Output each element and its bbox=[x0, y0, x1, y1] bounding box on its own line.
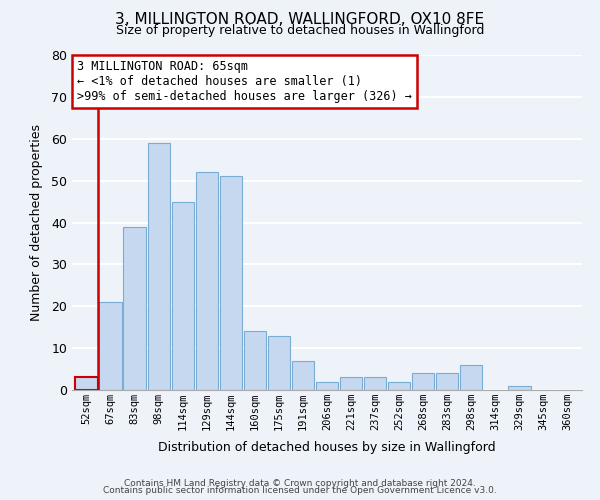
Bar bbox=[76, 378, 98, 390]
Bar bbox=[292, 360, 314, 390]
Text: Contains public sector information licensed under the Open Government Licence v3: Contains public sector information licen… bbox=[103, 486, 497, 495]
Bar bbox=[388, 382, 410, 390]
Bar bbox=[268, 336, 290, 390]
Text: Contains HM Land Registry data © Crown copyright and database right 2024.: Contains HM Land Registry data © Crown c… bbox=[124, 478, 476, 488]
Bar bbox=[172, 202, 194, 390]
Bar bbox=[508, 386, 530, 390]
Bar bbox=[100, 302, 122, 390]
Y-axis label: Number of detached properties: Number of detached properties bbox=[30, 124, 43, 321]
Text: 3 MILLINGTON ROAD: 65sqm
← <1% of detached houses are smaller (1)
>99% of semi-d: 3 MILLINGTON ROAD: 65sqm ← <1% of detach… bbox=[77, 60, 412, 103]
Bar bbox=[244, 332, 266, 390]
Text: 3, MILLINGTON ROAD, WALLINGFORD, OX10 8FE: 3, MILLINGTON ROAD, WALLINGFORD, OX10 8F… bbox=[115, 12, 485, 28]
Bar bbox=[364, 378, 386, 390]
Bar bbox=[436, 373, 458, 390]
Bar bbox=[196, 172, 218, 390]
Bar bbox=[124, 226, 146, 390]
Bar bbox=[316, 382, 338, 390]
Bar bbox=[220, 176, 242, 390]
Bar bbox=[460, 365, 482, 390]
Text: Size of property relative to detached houses in Wallingford: Size of property relative to detached ho… bbox=[116, 24, 484, 37]
Bar bbox=[148, 143, 170, 390]
Bar bbox=[340, 378, 362, 390]
X-axis label: Distribution of detached houses by size in Wallingford: Distribution of detached houses by size … bbox=[158, 442, 496, 454]
Bar bbox=[412, 373, 434, 390]
